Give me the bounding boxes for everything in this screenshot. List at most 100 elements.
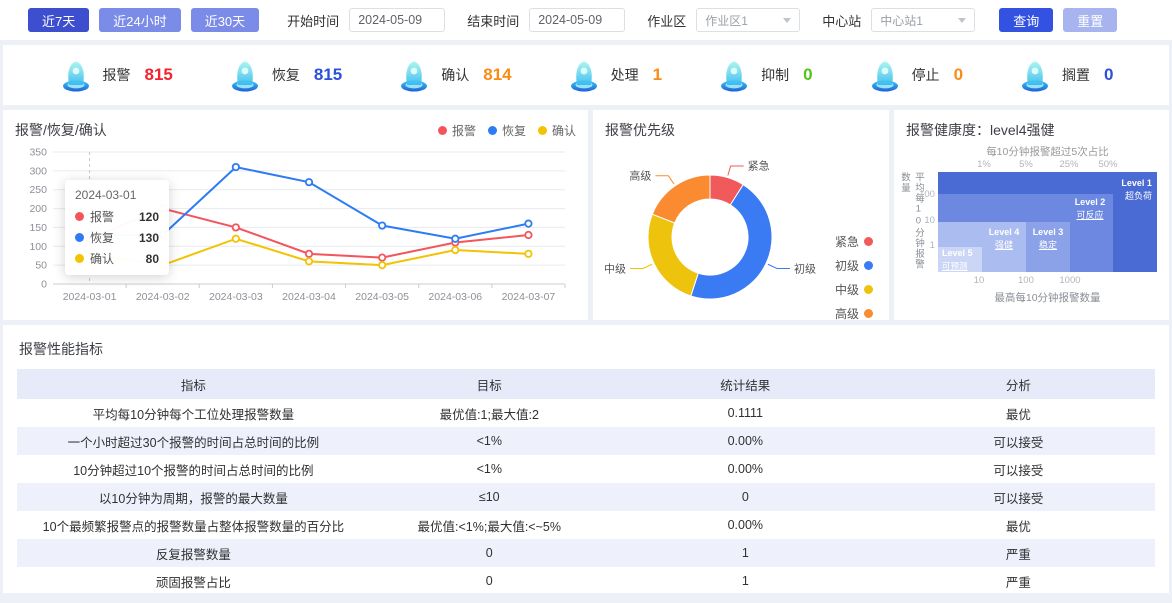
stat-item: 抑制 0 xyxy=(717,57,813,93)
col-header-result: 统计结果 xyxy=(608,369,882,399)
reset-button[interactable]: 重置 xyxy=(1063,8,1118,32)
bottom-tick: 1000 xyxy=(1059,275,1081,286)
center-station-select[interactable]: 中心站1 xyxy=(871,8,976,32)
legend-dot xyxy=(863,261,873,270)
range-30d-button[interactable]: 近30天 xyxy=(190,8,260,32)
range-24h-button[interactable]: 近24小时 xyxy=(99,8,181,32)
tooltip-value: 130 xyxy=(138,230,159,245)
stat-item: 恢复 815 xyxy=(228,57,342,93)
start-time-input[interactable] xyxy=(349,8,446,32)
stats-row: 报警 815 恢复 815 确认 814 处理 1 xyxy=(3,45,1169,105)
hologram-icon xyxy=(231,61,258,92)
svg-text:200: 200 xyxy=(29,203,47,215)
top-tick: 50% xyxy=(1098,159,1118,170)
table-row: 平均每10分钟每个工位处理报警数量 最优值:1;最大值:2 0.1111 最优 xyxy=(92,406,1031,422)
level3-label: Level 3 稳定 xyxy=(1032,227,1064,251)
svg-text:2024-03-04: 2024-03-04 xyxy=(282,291,336,303)
metrics-table: 指标 目标 统计结果 分析 平均每10分钟每个工位处理报警数量 最优值:1;最大值… xyxy=(17,369,1155,595)
legend-item-recover[interactable]: 恢复 xyxy=(487,122,526,139)
legend-item-urgent[interactable]: 紧急 xyxy=(835,233,873,250)
legend-label: 高级 xyxy=(834,307,859,321)
top-tick: 25% xyxy=(1059,159,1079,170)
tooltip-value: 120 xyxy=(138,209,159,224)
svg-text:50: 50 xyxy=(35,260,47,272)
stat-value: 1 xyxy=(652,65,663,84)
level5-label: Level 5 可预测 xyxy=(941,248,973,272)
legend-label: 紧急 xyxy=(834,235,859,249)
line-chart-legend: 报警 恢复 确认 xyxy=(437,122,576,139)
svg-text:100: 100 xyxy=(29,241,47,253)
left-tick: 100 xyxy=(919,189,935,200)
metrics-card: 报警性能指标 指标 目标 统计结果 分析 平均每10分钟每个工位处理报警数量 最优… xyxy=(3,325,1169,593)
svg-text:2024-03-02: 2024-03-02 xyxy=(136,291,190,303)
work-area-label: 作业区 xyxy=(647,13,687,29)
legend-dot xyxy=(487,126,497,135)
stat-label: 报警 xyxy=(102,67,131,83)
tooltip-dot xyxy=(75,254,84,263)
table-row: 10分钟超过10个报警的时间占总时间的比例 <1% 0.00% 可以接受 xyxy=(73,462,1044,478)
hologram-icon xyxy=(62,61,89,92)
donut-title: 报警优先级 xyxy=(605,122,675,138)
stat-value: 0 xyxy=(1104,65,1114,84)
table-row: 反复报警数量 0 1 严重 xyxy=(17,539,1155,567)
svg-text:2024-03-03: 2024-03-03 xyxy=(209,291,263,303)
legend-label: 确认 xyxy=(551,124,576,138)
legend-item-confirm[interactable]: 确认 xyxy=(537,122,576,139)
table-row: 10个最频繁报警点的报警数量占整体报警数量的百分比 最优值:<1%;最大值:<~5… xyxy=(42,518,1031,534)
legend-label: 报警 xyxy=(451,124,476,138)
work-area-value: 作业区1 xyxy=(705,13,748,28)
legend-label: 恢复 xyxy=(501,124,526,138)
top-tick: 5% xyxy=(1019,159,1033,170)
svg-text:150: 150 xyxy=(29,222,47,234)
svg-text:高级: 高级 xyxy=(629,169,651,183)
hologram-icon xyxy=(721,61,748,92)
stat-value: 815 xyxy=(144,65,173,84)
tooltip-row: 报警 120 xyxy=(75,208,159,225)
tooltip-dot xyxy=(75,233,84,242)
center-station-value: 中心站1 xyxy=(880,13,923,28)
stat-value: 815 xyxy=(313,65,343,84)
hologram-icon xyxy=(871,61,898,92)
health-bottom-axis-label: 最高每10分钟报警数量 xyxy=(994,292,1101,304)
top-tick: 1% xyxy=(977,159,991,170)
tooltip-date: 2024-03-01 xyxy=(75,188,137,202)
svg-text:2024-03-06: 2024-03-06 xyxy=(428,291,482,303)
stat-label: 确认 xyxy=(441,67,470,83)
table-row: 一个小时超过30个报警的时间占总时间的比例 <1% 0.00% 可以接受 xyxy=(17,427,1155,455)
line-chart-panel: 报警/恢复/确认 报警 恢复 确认 0 50 100 150 200 250 300 350 2… xyxy=(3,110,588,320)
tooltip-dot xyxy=(75,212,84,221)
tooltip-row: 恢复 130 xyxy=(75,229,159,246)
level1-label: Level 1 超负荷 xyxy=(1121,178,1152,202)
svg-text:2024-03-01: 2024-03-01 xyxy=(63,291,117,303)
level4-label: Level 4 强健 xyxy=(988,227,1020,251)
work-area-select[interactable]: 作业区1 xyxy=(696,8,801,32)
legend-item-high[interactable]: 高级 xyxy=(835,305,873,322)
tooltip-row: 确认 80 xyxy=(75,250,159,267)
end-time-input[interactable] xyxy=(529,8,626,32)
range-7d-button[interactable]: 近7天 xyxy=(28,8,90,32)
hologram-icon xyxy=(570,61,597,92)
stat-item: 处理 1 xyxy=(567,57,662,93)
stat-item: 确认 814 xyxy=(397,57,512,93)
legend-item-primary[interactable]: 初级 xyxy=(835,257,873,274)
tooltip-series-name: 恢复 xyxy=(90,231,115,245)
left-tick: 1 xyxy=(929,240,935,251)
svg-text:2024-03-05: 2024-03-05 xyxy=(355,291,409,303)
legend-label: 初级 xyxy=(834,259,859,273)
charts-row: 报警/恢复/确认 报警 恢复 确认 0 50 100 150 200 250 300 350 2… xyxy=(3,110,1169,322)
stat-item: 报警 815 xyxy=(59,57,173,93)
bottom-tick: 10 xyxy=(973,275,985,286)
legend-dot xyxy=(863,309,873,318)
health-left-axis-label: 平均每10分钟报警数量 xyxy=(898,172,924,270)
svg-text:250: 250 xyxy=(29,184,47,196)
legend-dot xyxy=(863,285,873,294)
query-button[interactable]: 查询 xyxy=(999,8,1054,32)
legend-item-middle[interactable]: 中级 xyxy=(835,281,873,298)
col-header-metric: 指标 xyxy=(17,369,370,399)
svg-text:300: 300 xyxy=(29,165,47,177)
hologram-icon xyxy=(1022,61,1049,92)
legend-label: 中级 xyxy=(834,283,859,297)
legend-item-alarm[interactable]: 报警 xyxy=(437,122,476,139)
